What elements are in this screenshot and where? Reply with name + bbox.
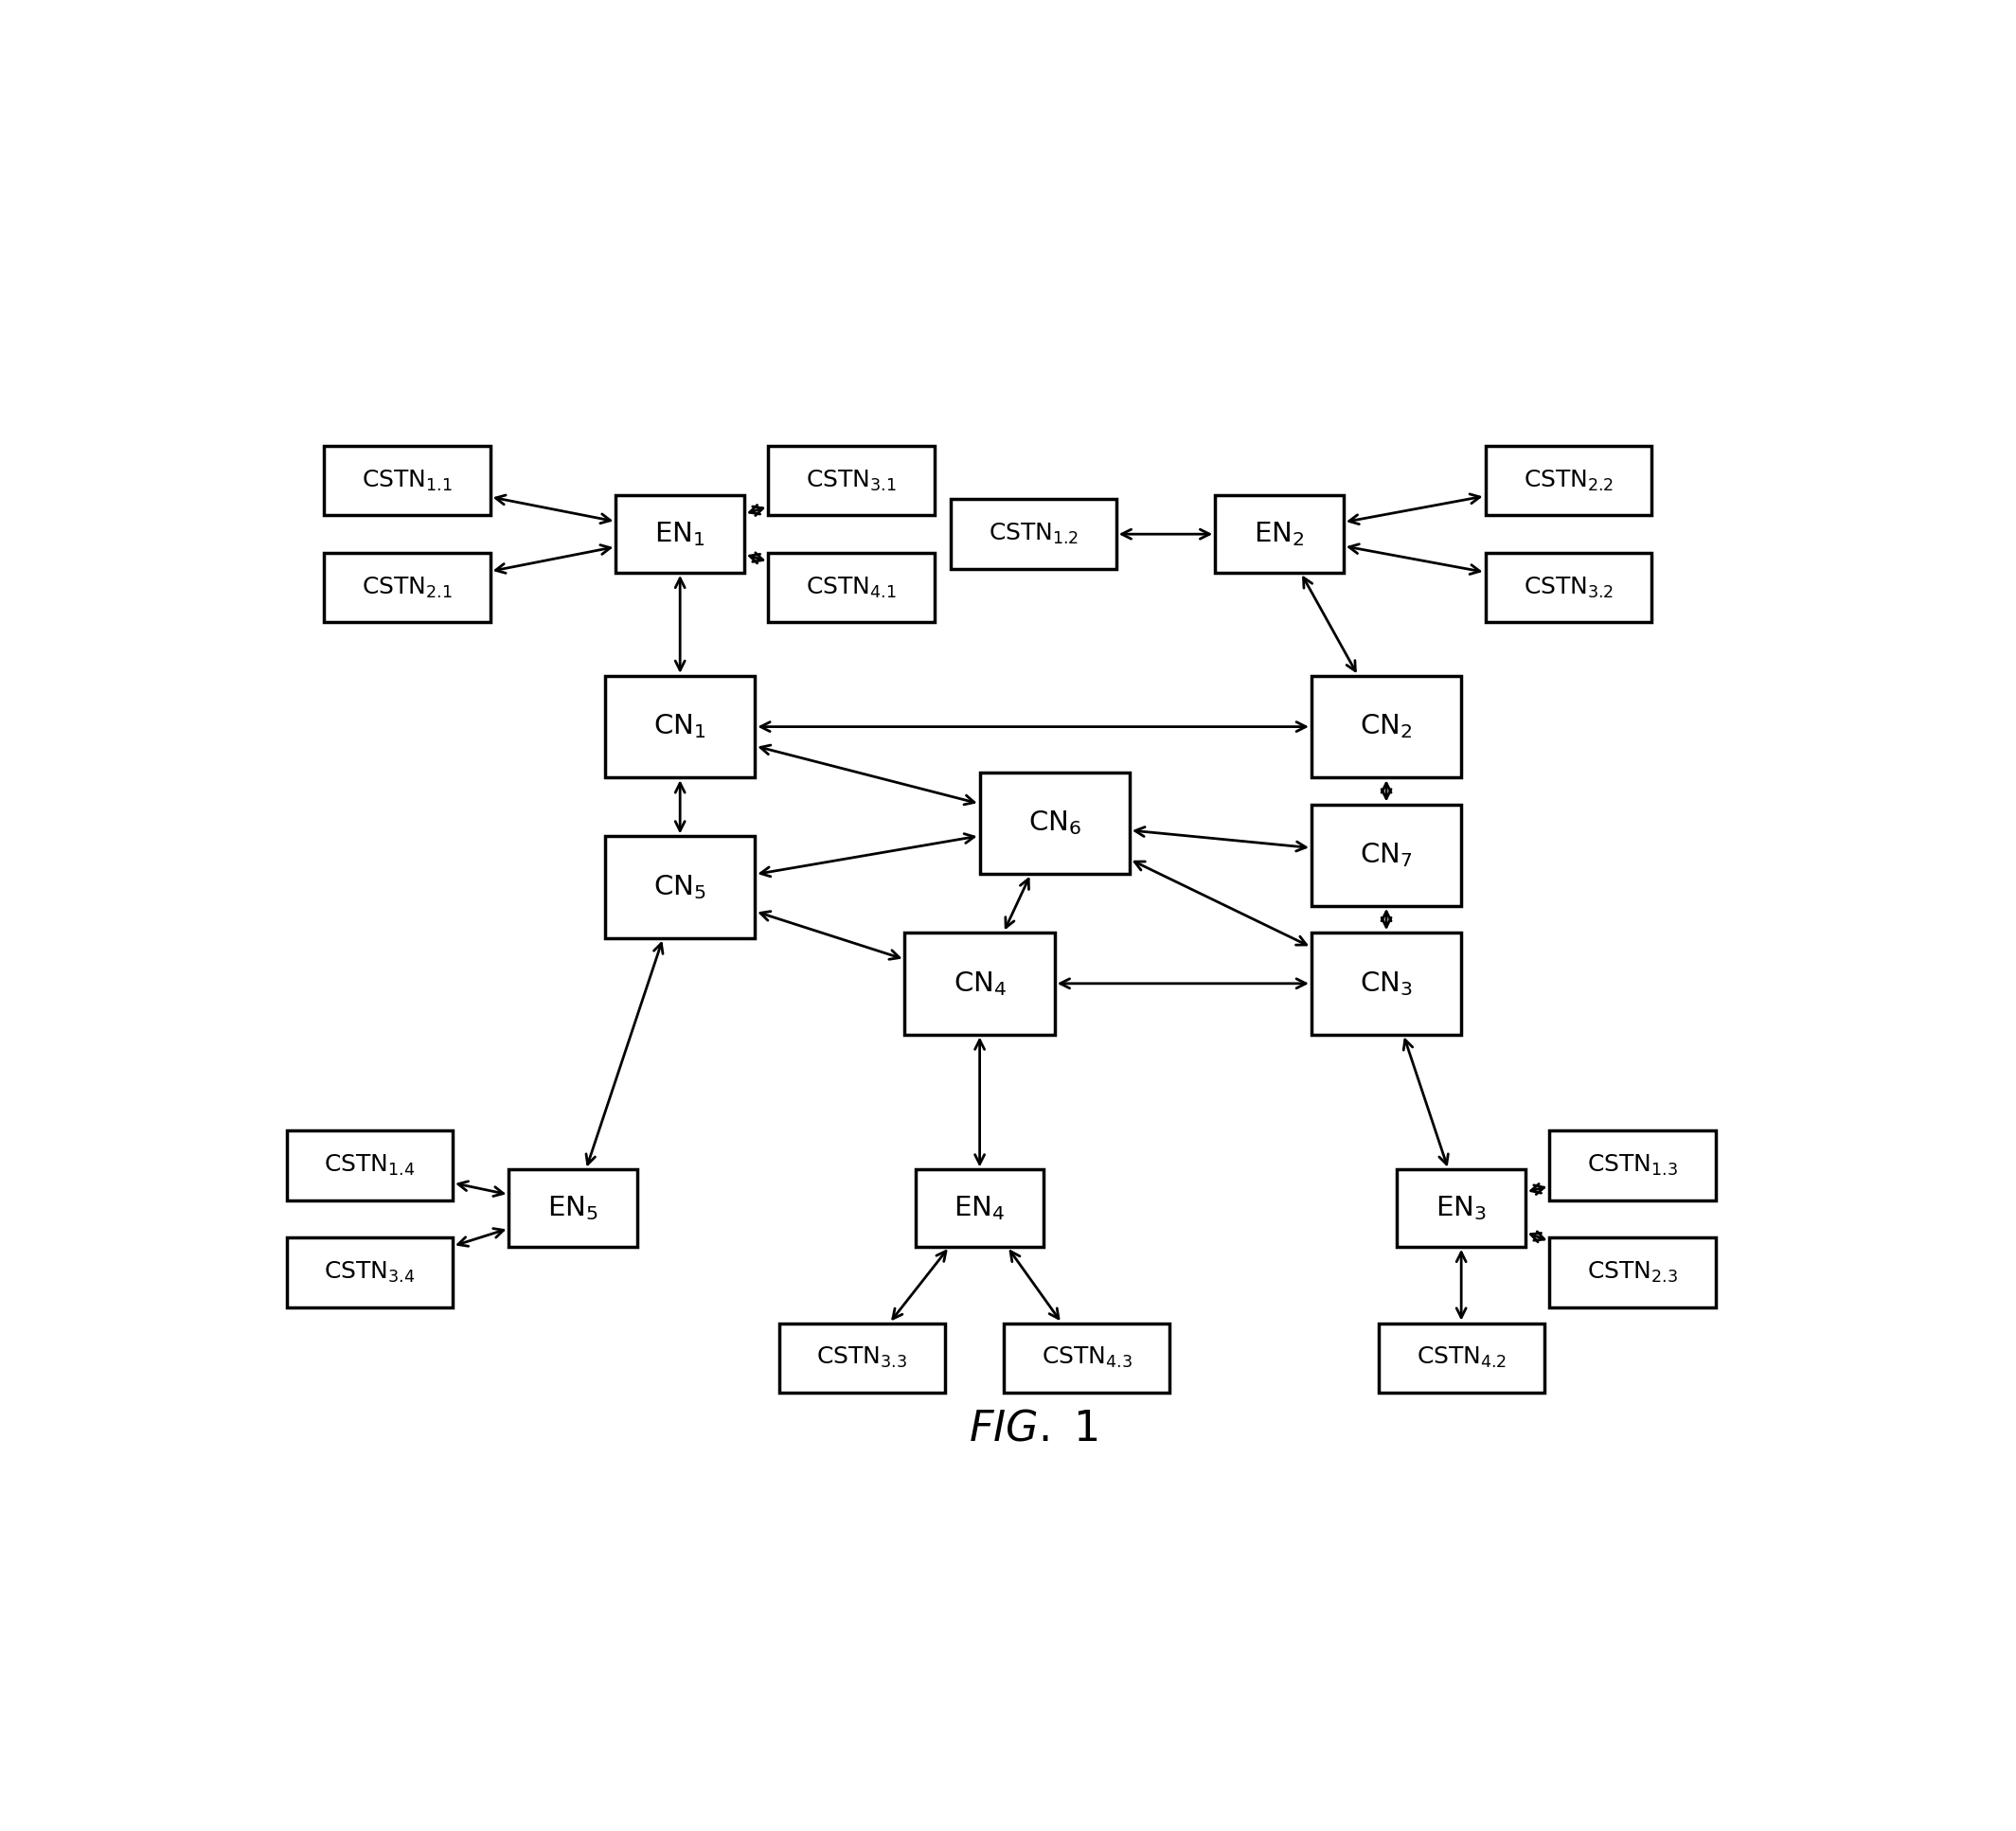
FancyBboxPatch shape [1379, 1324, 1544, 1393]
Text: $\mathrm{EN}_{5}$: $\mathrm{EN}_{5}$ [548, 1194, 599, 1223]
Text: $\mathrm{CN}_{2}$: $\mathrm{CN}_{2}$ [1361, 712, 1413, 742]
FancyBboxPatch shape [1486, 447, 1651, 515]
FancyBboxPatch shape [508, 1170, 637, 1247]
FancyBboxPatch shape [950, 500, 1117, 569]
FancyBboxPatch shape [1216, 496, 1343, 573]
FancyBboxPatch shape [325, 447, 490, 515]
FancyBboxPatch shape [325, 553, 490, 623]
FancyBboxPatch shape [286, 1238, 454, 1307]
FancyBboxPatch shape [286, 1130, 454, 1199]
Text: $\mathrm{CSTN}_{2.2}$: $\mathrm{CSTN}_{2.2}$ [1524, 469, 1613, 493]
FancyBboxPatch shape [615, 496, 744, 573]
FancyBboxPatch shape [1550, 1130, 1716, 1199]
Text: $\mathrm{CN}_{4}$: $\mathrm{CN}_{4}$ [954, 969, 1006, 998]
Text: $\mathrm{EN}_{3}$: $\mathrm{EN}_{3}$ [1435, 1194, 1486, 1223]
Text: $\mathrm{CSTN}_{4.1}$: $\mathrm{CSTN}_{4.1}$ [806, 575, 897, 601]
Text: $\mathrm{CN}_{6}$: $\mathrm{CN}_{6}$ [1028, 809, 1081, 837]
Text: $\mathrm{CN}_{3}$: $\mathrm{CN}_{3}$ [1361, 969, 1413, 998]
Text: $\mathrm{CSTN}_{2.3}$: $\mathrm{CSTN}_{2.3}$ [1587, 1260, 1677, 1285]
FancyBboxPatch shape [768, 553, 933, 623]
Text: $\mathrm{EN}_{4}$: $\mathrm{EN}_{4}$ [954, 1194, 1006, 1223]
Text: $\mathrm{CSTN}_{3.2}$: $\mathrm{CSTN}_{3.2}$ [1524, 575, 1613, 601]
FancyBboxPatch shape [1312, 676, 1462, 778]
FancyBboxPatch shape [605, 676, 754, 778]
Text: $\mathrm{CSTN}_{1.4}$: $\mathrm{CSTN}_{1.4}$ [325, 1154, 415, 1177]
Text: $\mathit{FIG.\ 1}$: $\mathit{FIG.\ 1}$ [968, 1408, 1099, 1448]
Text: $\mathrm{CSTN}_{4.3}$: $\mathrm{CSTN}_{4.3}$ [1040, 1346, 1133, 1370]
Text: $\mathrm{CN}_{7}$: $\mathrm{CN}_{7}$ [1361, 840, 1413, 870]
Text: $\mathrm{CSTN}_{3.4}$: $\mathrm{CSTN}_{3.4}$ [325, 1260, 415, 1285]
FancyBboxPatch shape [1486, 553, 1651, 623]
FancyBboxPatch shape [768, 447, 933, 515]
FancyBboxPatch shape [980, 773, 1129, 873]
Text: $\mathrm{CN}_{5}$: $\mathrm{CN}_{5}$ [653, 873, 706, 901]
FancyBboxPatch shape [605, 837, 754, 937]
Text: $\mathrm{CSTN}_{1.2}$: $\mathrm{CSTN}_{1.2}$ [988, 522, 1079, 546]
Text: $\mathrm{CSTN}_{3.3}$: $\mathrm{CSTN}_{3.3}$ [816, 1346, 907, 1370]
Text: $\mathrm{CSTN}_{4.2}$: $\mathrm{CSTN}_{4.2}$ [1417, 1346, 1506, 1370]
Text: $\mathrm{EN}_{1}$: $\mathrm{EN}_{1}$ [655, 520, 706, 547]
FancyBboxPatch shape [1397, 1170, 1526, 1247]
Text: $\mathrm{EN}_{2}$: $\mathrm{EN}_{2}$ [1254, 520, 1304, 547]
FancyBboxPatch shape [905, 932, 1054, 1035]
Text: $\mathrm{CSTN}_{2.1}$: $\mathrm{CSTN}_{2.1}$ [361, 575, 452, 601]
Text: $\mathrm{CSTN}_{1.1}$: $\mathrm{CSTN}_{1.1}$ [361, 469, 452, 493]
Text: $\mathrm{CN}_{1}$: $\mathrm{CN}_{1}$ [653, 712, 706, 742]
Text: $\mathrm{CSTN}_{1.3}$: $\mathrm{CSTN}_{1.3}$ [1587, 1154, 1677, 1177]
FancyBboxPatch shape [1312, 932, 1462, 1035]
FancyBboxPatch shape [1004, 1324, 1169, 1393]
FancyBboxPatch shape [1312, 804, 1462, 906]
FancyBboxPatch shape [915, 1170, 1044, 1247]
FancyBboxPatch shape [1550, 1238, 1716, 1307]
Text: $\mathrm{CSTN}_{3.1}$: $\mathrm{CSTN}_{3.1}$ [806, 469, 897, 493]
FancyBboxPatch shape [778, 1324, 946, 1393]
